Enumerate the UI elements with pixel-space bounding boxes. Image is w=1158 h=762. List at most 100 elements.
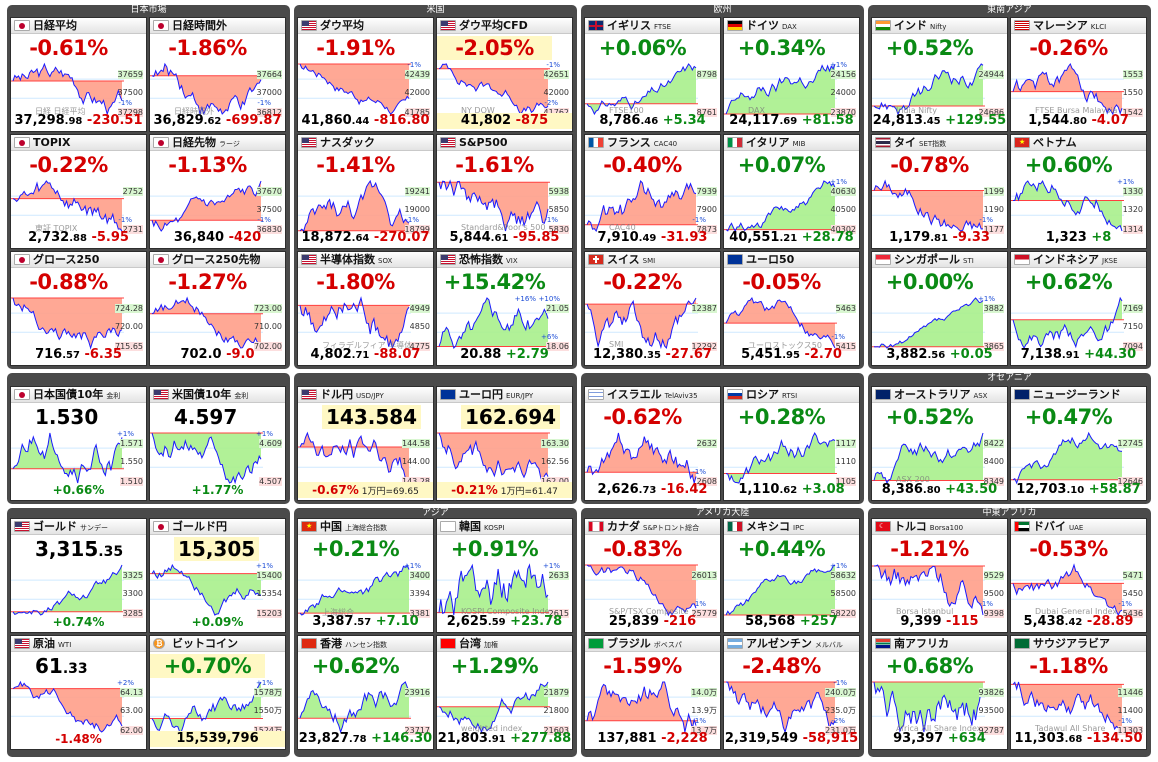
axis-mid: 37500 [256, 205, 282, 214]
market-tile[interactable]: メキシコ IPC +0.44% 58632 58500 58220 +1% 58,568 +2… [723, 518, 860, 633]
market-tile[interactable]: ゴールド円 15,305 15400 15354 15203 +1% +0.09% [149, 518, 286, 633]
market-tile[interactable]: ドバイ UAE -0.53% Dubai General Index 5471 5450 5… [1010, 518, 1147, 633]
axis-low: 12646 [1117, 477, 1143, 486]
axis-low: 25779 [691, 609, 717, 618]
group-title: 東南アジア [987, 5, 1032, 15]
market-tile[interactable]: スイス SMI -0.22% SMI 12387 12292 12,380.35 -27.6… [584, 251, 721, 366]
price-row: 1,544.80 -4.07 [1011, 113, 1146, 129]
market-tile[interactable]: ニュージーランド +0.47% 12745 12646 12,703.10 +58.87 [1010, 386, 1147, 501]
market-tile[interactable]: ロシア RTSI +0.28% 1117 1110 1105 1,110.62 +3.08 [723, 386, 860, 501]
market-tile[interactable]: ダウ平均 -1.91% 42439 42000 41785 -1% 41,860.44 -8… [297, 17, 434, 132]
group-title: アメリカ大陸 [695, 508, 750, 518]
chart-area [1013, 298, 1122, 348]
market-tile[interactable]: ダウ平均CFD -2.05% NY DOW 42651 42000 41762 -1% -2%… [436, 17, 573, 132]
price-row: 2,625.59 +23.78 [437, 614, 572, 630]
market-tile[interactable]: ゴールド サンデー 3,315.35 3325 3300 3285 +0.74% [10, 518, 147, 633]
chart-watermark: DAX [748, 106, 765, 115]
axis-high: 21879 [543, 688, 569, 697]
market-tile[interactable]: ₿ ビットコイン +0.70% 1578万 1550万 1524万 +1% 15,539,79… [149, 635, 286, 750]
mx-flag-icon [727, 521, 743, 532]
percent-change: -1.91% [316, 36, 395, 60]
chart-line [299, 431, 410, 485]
market-tile[interactable]: シンガポール STI +0.00% 3882 3865 +1% 3,882.56 +0.05 [871, 251, 1008, 366]
market-tile[interactable]: インド Nifty +0.52% India Nifty 24944 24686 24,81… [871, 17, 1008, 132]
market-tile[interactable]: ドイツ DAX +0.34% DAX 24156 24000 23870 +1% 24,117.… [723, 17, 860, 132]
market-tile[interactable]: 日経平均 -0.61% 日経 日経平均 37659 37500 37298 -1% 37,29… [10, 17, 147, 132]
chart-area [874, 64, 983, 114]
point-change: -875 [515, 113, 549, 128]
chart-area [300, 298, 409, 348]
market-tile[interactable]: フランス CAC40 -0.40% CAC40 7939 7900 7873 -1% 7,910… [584, 134, 721, 249]
percent-line-label: +16% [514, 295, 536, 303]
market-tile[interactable]: 半導体指数 SOX -1.80% フィラデルフィア 半導体 4949 4850 4775 4,… [297, 251, 434, 366]
market-tile[interactable]: アルゼンチン メルバル -2.48% 240.0万 235.0万 231.0万 -1% -2%… [723, 635, 860, 750]
tile-header: 日本国債10年 金利 [11, 387, 146, 403]
axis-high: 1199 [983, 187, 1004, 196]
market-tile[interactable]: ★ 中国 上海総合指数 +0.21% 上海総合 3400 3394 3381 +1% 3,387.… [297, 518, 434, 633]
chart-watermark: SMI [609, 340, 624, 349]
axis-low: 23717 [404, 726, 430, 735]
market-tile[interactable]: 日本国債10年 金利 1.530 1.571 1.550 1.510 +1% +0.66% [10, 386, 147, 501]
chart-area [587, 682, 696, 732]
eu-flag-icon [440, 389, 456, 400]
axis-high: 26013 [691, 571, 717, 580]
market-tile[interactable]: ナスダック -1.41% 19241 19000 18799 -1% 18,872.64 -… [297, 134, 434, 249]
point-change: +0.05 [949, 347, 993, 362]
za-flag-icon [875, 638, 891, 649]
market-tile[interactable]: イタリア MIB +0.07% 40630 40500 40302 +1% 40,551.21… [723, 134, 860, 249]
market-tile[interactable]: TOPIX -0.22% 東証 TOPIX 2752 2731 -1% 2,732.88 -… [10, 134, 147, 249]
market-tile[interactable]: 韓国 KOSPI +0.91% KOSPI Composite Index 2633 26… [436, 518, 573, 633]
bottom-change: -1.48% [55, 732, 102, 746]
market-tile[interactable]: イスラエル TelAviv35 -0.62% 2632 2608 -1% 2,626.73 … [584, 386, 721, 501]
price-row: 7,910.49 -31.93 [585, 230, 720, 246]
jp-flag-icon [14, 137, 30, 148]
price-row: 12,703.10 +58.87 [1011, 482, 1146, 498]
market-tile[interactable]: タイ SET指数 -0.78% 1199 1190 1177 -1% 1,179.81 -9.… [871, 134, 1008, 249]
chart-watermark: Tadawul All Share [1035, 724, 1106, 733]
market-tile[interactable]: グロース250先物 -1.27% 723.00 710.00 702.00 702.0 -… [149, 251, 286, 366]
market-tile[interactable]: イギリス FTSE +0.06% FTSE100 8798 8761 8,786.46 +5… [584, 17, 721, 132]
market-tile[interactable]: 日経先物 ラージ -1.13% 37670 37500 36830 -1% 36,840 -4… [149, 134, 286, 249]
group-title: 中東アフリカ [982, 508, 1037, 518]
market-tile[interactable]: カナダ S&Pトロント総合 -0.83% S&P/TSX Composite 26013… [584, 518, 721, 633]
market-tile[interactable]: ブラジル ボベスパ -1.59% 14.0万 13.9万 13.7万 -1% 137,881 … [584, 635, 721, 750]
market-tile[interactable]: 原油 WTI 61.33 64.13 63.00 62.00 +2% -1.48% [10, 635, 147, 750]
price-chart [11, 678, 124, 736]
percent-line-label: -1% [692, 468, 706, 476]
chart-line [299, 564, 410, 616]
market-tile[interactable]: オーストラリア ASX +0.52% ASX 200 8422 8400 8349 8,386… [871, 386, 1008, 501]
price-decimal: .46 [640, 116, 659, 127]
market-tile[interactable]: ★ ベトナム +0.60% 1330 1320 1314 +1% 1,323 +8 [1010, 134, 1147, 249]
price-row: 15,539,796 [150, 731, 285, 747]
axis-mid: 1.550 [120, 457, 143, 466]
market-tile[interactable]: ユーロ50 -0.05% ユーロストックス50 5463 5415 -1% 5,451.95… [723, 251, 860, 366]
price-row: 21,803.91 +277.88 [437, 731, 572, 747]
percent-line-label: -1% [831, 333, 845, 341]
tile-subname: DAX [782, 23, 797, 31]
current-price: 7,910 [597, 230, 639, 245]
market-tile[interactable]: マレーシア KLCI -0.26% FTSE Bursa Malaysia 1553 15… [1010, 17, 1147, 132]
market-tile[interactable]: 南アフリカ +0.68% Africa All Share Index 93826 93… [871, 635, 1008, 750]
market-tile[interactable]: 日経時間外 -1.86% 日経時間外 37664 37000 36812 -1% 36,829… [149, 17, 286, 132]
market-tile[interactable]: 恐怖指数 VIX +15.42% 21.05 18.06 +10% +6% +16% 20.88… [436, 251, 573, 366]
market-tile[interactable]: グロース250 -0.88% 724.28 720.00 715.65 716.57 -6… [10, 251, 147, 366]
market-tile[interactable]: サウジアラビア -1.18% Tadawul All Share 11446 11400… [1010, 635, 1147, 750]
price-chart [437, 429, 550, 487]
bottom-change: +0.74% [52, 615, 105, 629]
current-price: 24,117 [729, 113, 780, 128]
point-change: -216 [663, 614, 697, 629]
market-tile[interactable]: ☾ トルコ Borsa100 -1.21% Borsa Istanbul 9529 9500… [871, 518, 1008, 633]
current-value: 15,305 [174, 537, 260, 561]
axis-low: 8349 [983, 477, 1004, 486]
market-tile[interactable]: インドネシア JKSE +0.62% 7169 7150 7094 7,138.91 +44… [1010, 251, 1147, 366]
point-change: +634 [947, 731, 986, 746]
axis-low: 41762 [543, 108, 569, 117]
market-tile[interactable]: S&P500 -1.61% Standard&Poor's 500 5938 5850 5… [436, 134, 573, 249]
market-tile[interactable]: 台湾 加権 +1.29% weighted index 21879 21800 21603 2… [436, 635, 573, 750]
market-tile[interactable]: 香港 ハンセン指数 +0.62% 23916 23717 23,827.78 +146.3… [297, 635, 434, 750]
point-change: -270.07 [373, 230, 430, 245]
price-decimal: .21 [779, 233, 798, 244]
market-tile[interactable]: 米国債10年 金利 4.597 4.609 4.507 +1% +1.77% [149, 386, 286, 501]
